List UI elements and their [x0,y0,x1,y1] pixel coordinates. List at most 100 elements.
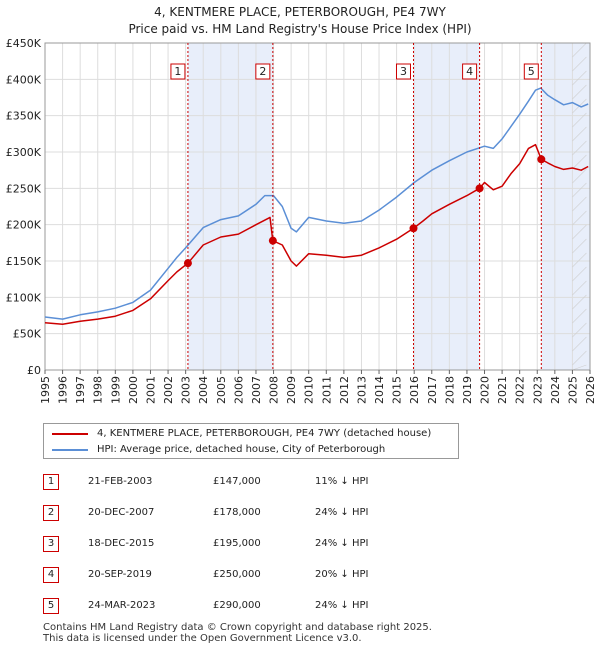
x-tick-label: 2020 [479,376,492,404]
forecast-hatch [572,126,587,142]
sale-marker-label: 4 [466,65,473,78]
x-tick-label: 2003 [180,376,193,404]
sale-price: £147,000 [213,476,261,487]
x-tick-label: 2019 [461,376,474,404]
x-tick-label: 1996 [57,376,70,404]
table-row: 4 20-SEP-2019 £250,000 20% ↓ HPI [43,567,443,585]
y-tick-label: £450K [6,37,42,50]
sale-point [268,236,277,245]
sale-number-badge: 5 [43,598,59,614]
sale-point [475,184,484,193]
chart-title-line2: Price paid vs. HM Land Registry's House … [128,22,472,36]
sale-marker-box [255,63,271,80]
sale-marker-label: 3 [400,65,407,78]
forecast-hatch [572,168,587,184]
x-tick-label: 2006 [232,376,245,404]
x-tick-label: 2008 [268,376,281,404]
series-lines [44,87,589,325]
x-tick-label: 2024 [549,376,562,404]
forecast-hatch [572,70,587,86]
table-row: 1 21-FEB-2003 £147,000 11% ↓ HPI [43,474,443,492]
x-tick-label: 2004 [197,376,210,404]
x-tick-label: 2016 [408,376,421,404]
y-tick-label: £50K [13,328,42,341]
x-tick-label: 2021 [496,376,509,404]
sale-number-badge: 1 [43,474,59,490]
sale-marker-label: 2 [259,65,266,78]
y-tick-label: £100K [6,291,42,304]
x-tick-label: 2015 [391,376,404,404]
sale-period-shading [187,43,590,370]
table-row: 2 20-DEC-2007 £178,000 24% ↓ HPI [43,505,443,523]
forecast-hatch [572,140,587,156]
sale-hpi-diff: 24% ↓ HPI [315,538,369,549]
x-tick-label: 2011 [320,376,333,404]
chart-title-line1: 4, KENTMERE PLACE, PETERBOROUGH, PE4 7WY [154,5,446,19]
y-tick-label: £400K [6,73,42,86]
y-tick-label: £200K [6,219,42,232]
x-tick-label: 2025 [566,376,579,404]
forecast-hatch [572,322,587,338]
x-tick-label: 1999 [109,376,122,404]
sale-date: 20-DEC-2007 [88,507,155,518]
sale-number-badge: 3 [43,536,59,552]
sale-price: £178,000 [213,507,261,518]
legend-swatch-hpi [52,449,88,451]
forecast-hatch [572,182,587,198]
sale-hpi-diff: 11% ↓ HPI [315,476,369,487]
forecast-hatch [572,364,587,371]
forecast-hatch [572,252,587,268]
sale-hpi-diff: 24% ↓ HPI [315,600,369,611]
x-tick-label: 1995 [39,376,52,404]
sale-hpi-diff: 24% ↓ HPI [315,507,369,518]
forecast-hatch [572,336,587,352]
x-tick-label: 2012 [338,376,351,404]
sale-price: £250,000 [213,569,261,580]
forecast-hatch [572,224,587,240]
sale-point [537,155,546,164]
x-tick-label: 2007 [250,376,263,404]
sale-price: £290,000 [213,600,261,611]
sale-marker-box [523,63,539,80]
table-row: 3 18-DEC-2015 £195,000 24% ↓ HPI [43,536,443,554]
legend-item-hpi: HPI: Average price, detached house, City… [52,443,385,457]
chart-title: 4, KENTMERE PLACE, PETERBOROUGH, PE4 7WY… [0,4,600,38]
series-line-property [44,143,589,325]
sale-number-badge: 4 [43,567,59,583]
y-tick-label: £250K [6,182,42,195]
x-tick-label: 2009 [285,376,298,404]
x-tick-label: 2022 [514,376,527,404]
sale-point [409,224,418,233]
x-tick-label: 2023 [531,376,544,404]
forecast-hatch [572,112,587,128]
forecast-hatch [572,210,587,226]
sale-period-band [541,43,590,370]
forecast-hatch [572,56,587,72]
x-tick-label: 2002 [162,376,175,404]
x-tick-label: 2005 [215,376,228,404]
x-tick-label: 2001 [144,376,157,404]
x-tick-label: 2000 [127,376,140,404]
y-tick-label: £0 [27,364,41,377]
forecast-hatch [572,42,587,58]
plot-frame [44,42,591,371]
x-tick-label: 2017 [426,376,439,404]
sale-date: 20-SEP-2019 [88,569,152,580]
footer: Contains HM Land Registry data © Crown c… [43,622,583,644]
y-tick-label: £350K [6,110,42,123]
sale-marker-box [462,63,478,80]
x-tick-label: 2026 [584,376,597,404]
x-tick-label: 1997 [74,376,87,404]
legend: 4, KENTMERE PLACE, PETERBOROUGH, PE4 7WY… [43,423,459,459]
x-tick-label: 2014 [373,376,386,404]
footer-licence: This data is licensed under the Open Gov… [43,633,362,644]
sale-date: 21-FEB-2003 [88,476,153,487]
table-row: 5 24-MAR-2023 £290,000 24% ↓ HPI [43,598,443,616]
sale-marker-box [170,63,186,80]
sale-date: 18-DEC-2015 [88,538,155,549]
x-axis: 1995 1996 1997 1998 1999 2000 2001 2002 2003 2004… [39,370,597,404]
sale-markers: 1 2 3 4 5 [170,43,546,370]
sale-price: £195,000 [213,538,261,549]
forecast-hatch [572,266,587,282]
y-tick-label: £300K [6,146,42,159]
